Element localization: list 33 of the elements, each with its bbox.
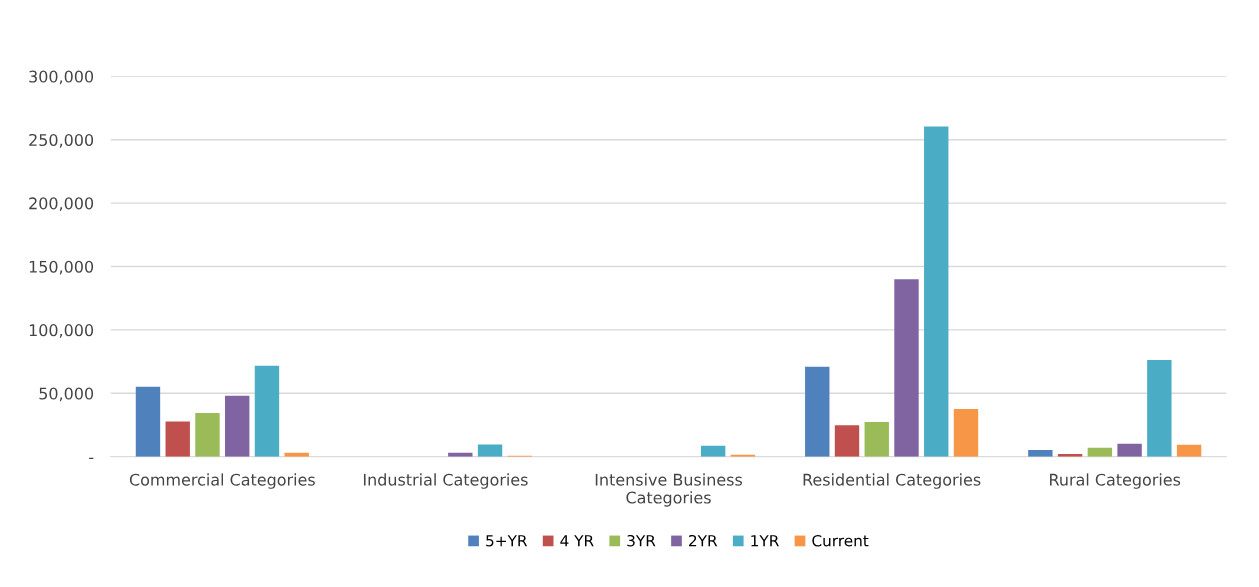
bar [135, 386, 161, 457]
bar [225, 395, 250, 457]
y-tick-label: 200,000 [29, 197, 94, 212]
bar [1028, 449, 1053, 457]
x-tick-label: Residential Categories [803, 473, 981, 489]
bar [805, 366, 830, 457]
bar [1176, 444, 1202, 457]
x-tick-label: Intensive Business Categories [595, 473, 743, 507]
bar [864, 421, 889, 457]
x-tick-label: Commercial Categories [129, 473, 315, 489]
bar [924, 126, 949, 457]
bar [953, 409, 979, 457]
bar [834, 425, 860, 457]
legend-label: 5+YR [486, 535, 528, 547]
bar [894, 279, 919, 457]
bar [254, 365, 280, 457]
y-tick-label: 100,000 [29, 324, 94, 338]
bar [1117, 443, 1142, 457]
legend-label: 3YR [627, 534, 656, 547]
legend-label: 4 YR [560, 535, 594, 547]
y-tick-label: 250,000 [29, 133, 94, 148]
y-tick-label: - [89, 457, 94, 460]
x-tick-label: Industrial Categories [363, 473, 528, 489]
bar [195, 412, 220, 457]
y-tick-label: 300,000 [29, 70, 94, 85]
bar [165, 421, 190, 457]
y-tick-label: 150,000 [29, 260, 94, 275]
legend-label: Current [812, 534, 869, 547]
y-tick-label: 50,000 [39, 387, 94, 402]
x-tick-label: Rural Categories [1050, 473, 1181, 489]
legend-label: 1YR [751, 535, 779, 547]
legend-label: 2YR [689, 534, 718, 547]
bar [1147, 359, 1172, 457]
